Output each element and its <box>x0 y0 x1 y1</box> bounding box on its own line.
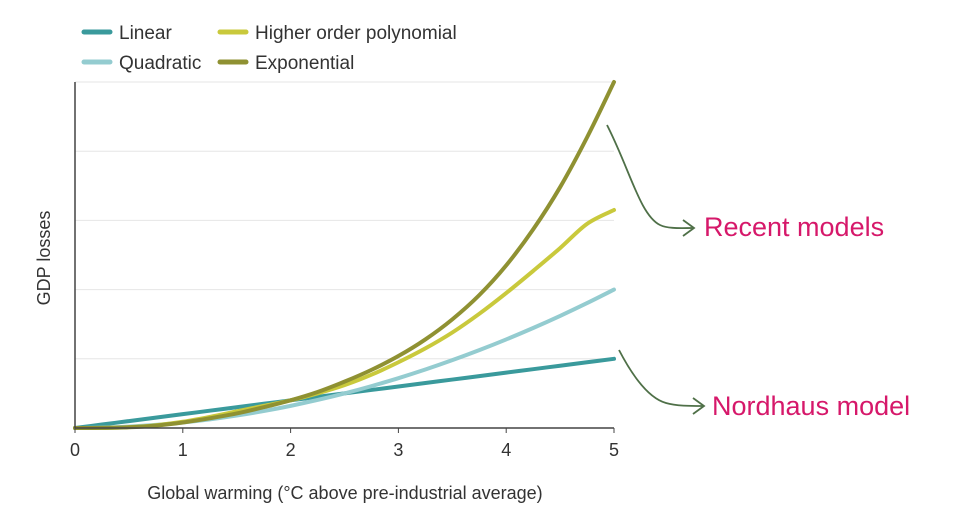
x-axis-title: Global warming (°C above pre-industrial … <box>147 483 542 503</box>
y-axis-title: GDP losses <box>34 211 54 306</box>
legend-label-exponential: Exponential <box>255 53 354 74</box>
annotations: Recent models Nordhaus model <box>606 124 910 421</box>
recent-models-label: Recent models <box>704 212 884 242</box>
legend-item-exponential: Exponential <box>217 53 354 74</box>
gridlines <box>75 81 614 360</box>
legend-item-higher-order-polynomial: Higher order polynomial <box>217 23 457 44</box>
x-tick-label: 4 <box>501 440 511 460</box>
legend-item-linear: Linear <box>81 23 172 44</box>
recent-models-arrow <box>606 124 694 230</box>
recent-models-arrowhead <box>682 219 696 237</box>
nordhaus-model-label: Nordhaus model <box>712 391 910 421</box>
x-tick-label: 3 <box>393 440 403 460</box>
x-tick-label: 1 <box>178 440 188 460</box>
legend-label-higher-order-polynomial: Higher order polynomial <box>255 23 457 44</box>
x-tick-label: 0 <box>70 440 80 460</box>
series-line-exponential <box>73 80 616 430</box>
legend: Linear Quadratic Higher order polynomial… <box>81 23 457 74</box>
legend-label-linear: Linear <box>119 23 172 44</box>
x-tick-label: 2 <box>286 440 296 460</box>
nordhaus-model-arrowhead <box>692 397 706 415</box>
x-tick-label: 5 <box>609 440 619 460</box>
legend-label-quadratic: Quadratic <box>119 53 201 74</box>
nordhaus-model-arrow <box>618 349 704 407</box>
x-tick-labels: 0 1 2 3 4 5 <box>70 428 619 460</box>
axes <box>74 82 614 429</box>
series-lines <box>73 80 616 430</box>
legend-item-quadratic: Quadratic <box>81 53 201 74</box>
